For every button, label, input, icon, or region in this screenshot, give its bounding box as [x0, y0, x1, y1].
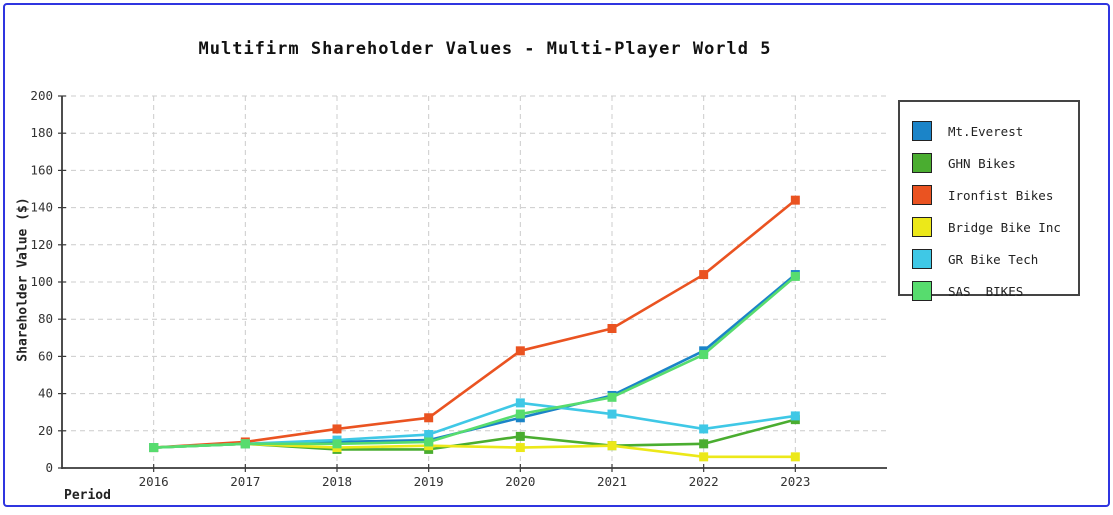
legend-label: Bridge Bike Inc	[948, 219, 1061, 235]
svg-text:2022: 2022	[689, 474, 719, 489]
legend-label: SAS BIKES	[948, 283, 1024, 299]
data-point-marker	[515, 398, 525, 408]
data-point-marker	[424, 430, 434, 440]
svg-text:180: 180	[30, 125, 53, 140]
legend-swatch	[912, 153, 932, 173]
legend-item-gr-bike-tech: GR Bike Tech	[912, 243, 1078, 275]
svg-text:60: 60	[38, 348, 53, 363]
x-axis-label: Period	[64, 488, 111, 503]
legend-label: GHN Bikes	[948, 155, 1016, 171]
series-sas-bikes	[149, 271, 800, 453]
legend-swatch	[912, 185, 932, 205]
data-point-marker	[699, 270, 709, 280]
svg-text:2018: 2018	[322, 474, 352, 489]
data-point-marker	[424, 437, 434, 447]
data-point-marker	[424, 413, 434, 423]
y-axis-label: Shareholder Value ($)	[15, 197, 31, 362]
data-point-marker	[332, 424, 342, 434]
legend-box: Mt.Everest GHN Bikes Ironfist Bikes Bridge …	[898, 100, 1080, 301]
data-point-marker	[607, 324, 617, 333]
svg-text:2023: 2023	[780, 474, 810, 489]
data-point-marker	[240, 439, 250, 449]
series-ironfist-bikes	[149, 195, 800, 453]
svg-text:100: 100	[30, 274, 53, 289]
svg-text:80: 80	[38, 311, 53, 326]
grid-lines	[62, 95, 887, 468]
svg-text:40: 40	[38, 386, 53, 401]
legend-item-ghn-bikes: GHN Bikes	[912, 147, 1078, 179]
data-point-marker	[699, 350, 709, 360]
legend-swatch	[912, 249, 932, 269]
svg-text:2017: 2017	[230, 474, 260, 489]
chart-frame: Multifirm Shareholder Values - Multi-Pla…	[3, 3, 1110, 507]
data-point-marker	[790, 411, 800, 421]
chart-title: Multifirm Shareholder Values - Multi-Pla…	[198, 39, 772, 59]
legend-label: GR Bike Tech	[948, 251, 1039, 267]
legend-swatch	[912, 217, 932, 237]
legend-label: Mt.Everest	[948, 123, 1024, 139]
data-point-marker	[699, 439, 709, 449]
data-point-marker	[790, 271, 800, 281]
svg-text:2019: 2019	[414, 474, 444, 489]
data-point-marker	[149, 443, 159, 453]
x-tick-labels: 2016 2017 2018 2019 2020 2021 2022 2023	[139, 474, 811, 489]
svg-text:160: 160	[30, 162, 53, 177]
legend-item-bridge-bike-inc: Bridge Bike Inc	[912, 211, 1078, 243]
data-point-marker	[515, 431, 525, 441]
svg-text:200: 200	[30, 88, 53, 103]
data-point-marker	[699, 452, 709, 462]
svg-text:140: 140	[30, 200, 53, 215]
data-point-marker	[699, 424, 709, 434]
svg-text:20: 20	[38, 423, 53, 438]
data-point-marker	[607, 409, 617, 419]
legend-label: Ironfist Bikes	[948, 187, 1054, 203]
y-tick-labels: 0 20 40 60 80 100 120 140 160 180 200	[30, 88, 53, 475]
legend-item-ironfist-bikes: Ironfist Bikes	[912, 179, 1078, 211]
data-point-marker	[515, 409, 525, 419]
legend-item-sas-bikes: SAS BIKES	[912, 275, 1078, 307]
legend-swatch	[912, 281, 932, 301]
svg-text:2021: 2021	[597, 474, 627, 489]
data-point-marker	[515, 346, 525, 356]
axes	[61, 96, 887, 469]
data-point-marker	[790, 195, 800, 205]
legend-item-mt-everest: Mt.Everest	[912, 115, 1078, 147]
svg-text:0: 0	[45, 460, 53, 475]
svg-text:2016: 2016	[139, 474, 169, 489]
data-point-marker	[790, 452, 800, 462]
legend-swatch	[912, 121, 932, 141]
data-point-marker	[607, 392, 617, 402]
svg-text:120: 120	[30, 237, 53, 252]
svg-text:2020: 2020	[505, 474, 535, 489]
data-point-marker	[332, 439, 342, 449]
tick-marks	[58, 95, 796, 472]
data-point-marker	[515, 443, 525, 453]
data-point-marker	[607, 441, 617, 451]
